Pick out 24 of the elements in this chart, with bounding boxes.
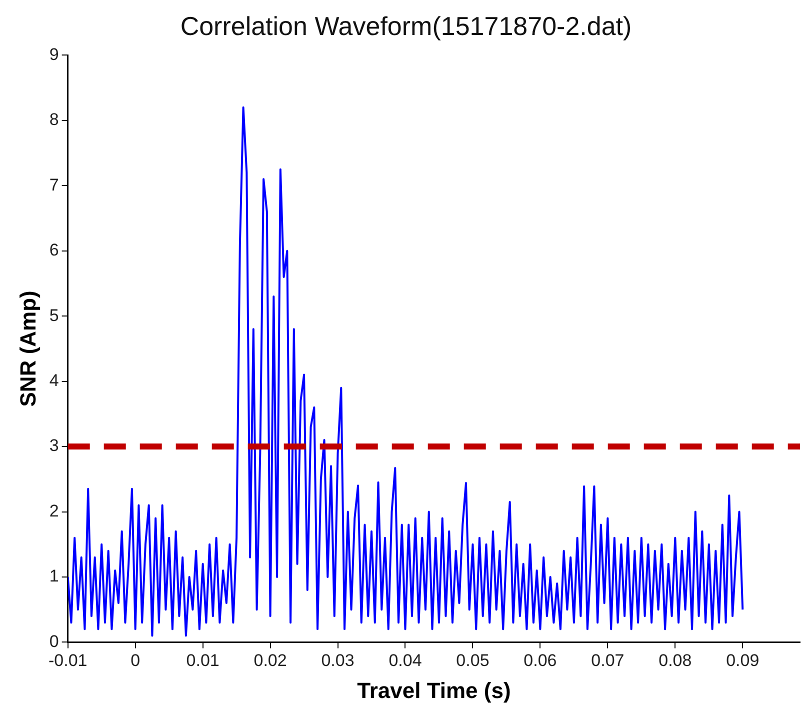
x-tick-label: 0.07 — [591, 651, 624, 670]
y-tick-label: 4 — [49, 371, 59, 390]
x-tick-label: 0.04 — [388, 651, 422, 670]
x-tick-label: 0.02 — [254, 651, 287, 670]
y-tick-label: 1 — [49, 566, 59, 586]
x-tick-label: 0.08 — [658, 651, 692, 670]
y-tick-label: 9 — [49, 44, 59, 64]
y-tick-label: 3 — [49, 436, 59, 456]
x-axis-title: Travel Time (s) — [357, 678, 511, 703]
x-tick-label: 0.09 — [726, 651, 760, 670]
x-tick-label: 0 — [130, 651, 140, 670]
y-axis-title: SNR (Amp) — [15, 290, 40, 407]
y-tick-label: 0 — [49, 632, 59, 651]
chart-title: Correlation Waveform(15171870-2.dat) — [180, 10, 632, 41]
x-tick-label: 0.05 — [456, 651, 490, 670]
x-tick-label: 0.01 — [186, 651, 220, 670]
y-tick-label: 7 — [49, 175, 59, 194]
y-tick-label: 2 — [49, 501, 59, 520]
x-tick-label: 0.03 — [321, 651, 354, 670]
y-tick-label: 8 — [49, 110, 59, 130]
y-tick-label: 6 — [49, 240, 59, 260]
x-tick-label: 0.06 — [524, 651, 557, 670]
y-tick-label: 5 — [49, 306, 59, 325]
x-tick-label: -0.01 — [48, 651, 88, 670]
